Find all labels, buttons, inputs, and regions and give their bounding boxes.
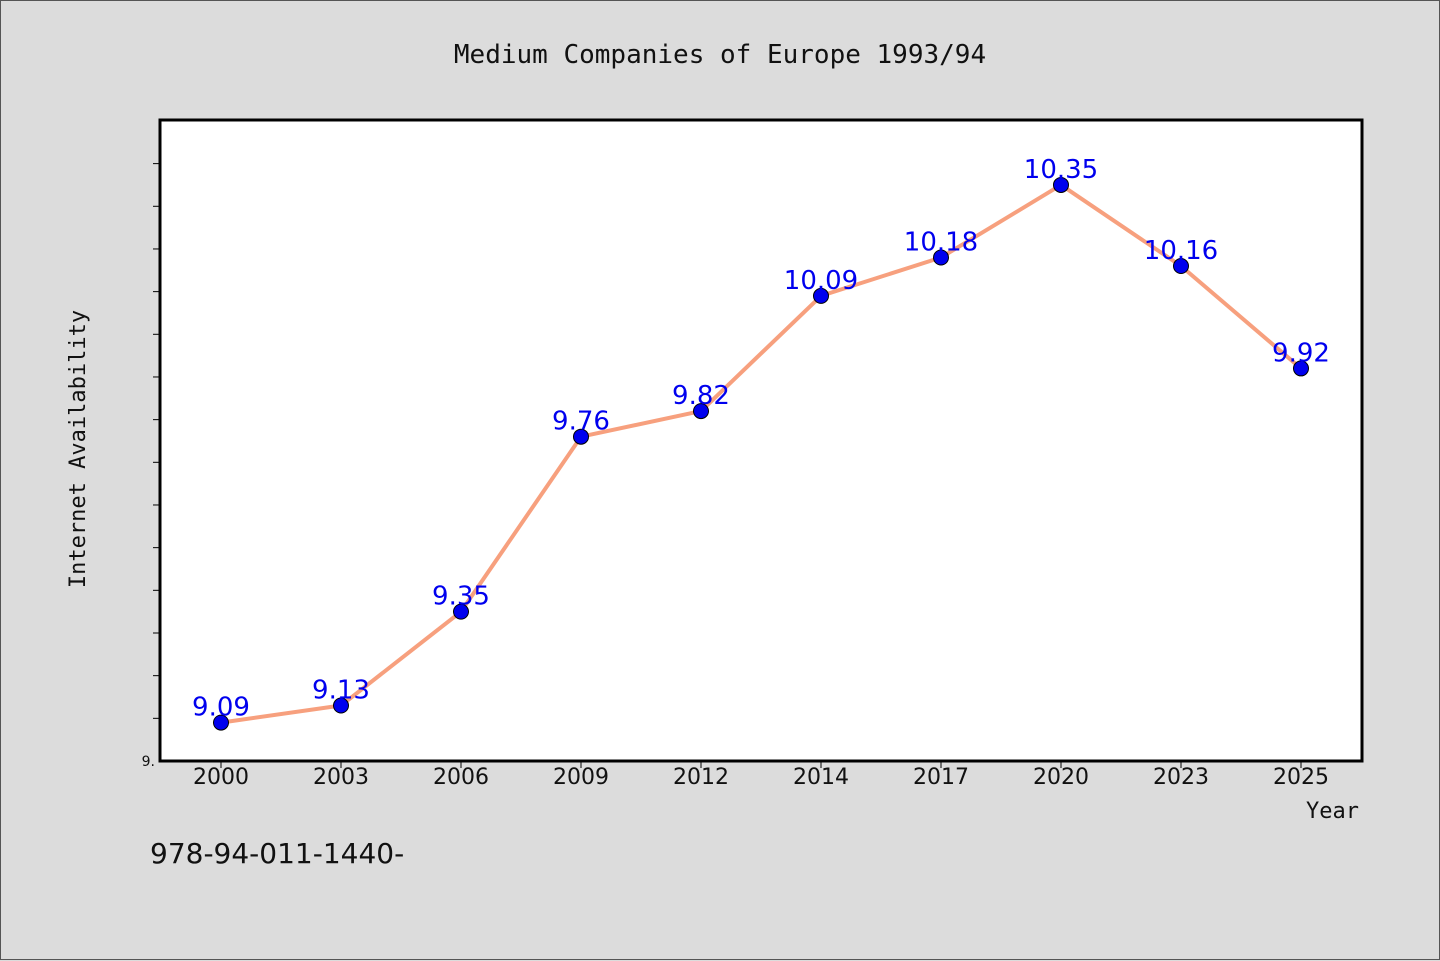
- data-point: [333, 697, 349, 714]
- data-label: 10.09: [784, 266, 858, 296]
- x-tick-label: 2025: [1273, 765, 1329, 790]
- chart-title: Medium Companies of Europe 1993/94: [454, 40, 986, 70]
- x-axis-label: Year: [1306, 799, 1359, 824]
- data-point: [213, 714, 229, 731]
- x-tick-label: 2014: [793, 765, 849, 790]
- data-label: 10.35: [1024, 155, 1098, 185]
- data-point: [933, 249, 949, 266]
- plot-area: [158, 118, 1364, 763]
- data-point: [453, 603, 469, 620]
- data-label: 9.13: [312, 676, 370, 706]
- data-point: [573, 428, 589, 445]
- data-label: 9.35: [432, 582, 490, 612]
- x-tick-label: 2020: [1033, 765, 1089, 790]
- x-tick-label: 2009: [553, 765, 609, 790]
- data-label: 9.82: [672, 381, 730, 411]
- x-tick-label: 2003: [313, 765, 369, 790]
- x-axis-tick-labels: 2000 2003 2006 2009 2012 2014 2017 2020 2023 2025: [193, 765, 1329, 790]
- x-tick-label: 2023: [1153, 765, 1209, 790]
- x-tick-label: 2012: [673, 765, 729, 790]
- data-label: 9.92: [1272, 338, 1330, 368]
- series-line: [220, 182, 1303, 725]
- footer-code: 978-94-011-1440-: [150, 837, 404, 870]
- x-tick-label: 2017: [913, 765, 969, 790]
- data-label: 9.76: [552, 407, 610, 437]
- x-tick-label: 2006: [433, 765, 489, 790]
- y-axis-label: Internet Availability: [66, 310, 91, 588]
- data-point: [1053, 176, 1069, 193]
- x-axis-ticks: [220, 761, 1302, 768]
- data-label: 10.16: [1144, 236, 1218, 266]
- y-tick-label: 9.: [142, 754, 155, 770]
- data-label: 10.18: [904, 227, 978, 257]
- y-axis-ticks: [153, 163, 160, 719]
- data-label: 9.09: [192, 693, 250, 723]
- x-tick-label: 2000: [193, 765, 249, 790]
- data-point: [813, 287, 829, 304]
- data-point: [693, 403, 709, 420]
- series-group: 9.09 9.13 9.35 9.76 9.82 10.09 10.18 10.35 10.16…: [192, 155, 1330, 731]
- data-point: [1293, 360, 1309, 377]
- data-point: [1173, 258, 1189, 275]
